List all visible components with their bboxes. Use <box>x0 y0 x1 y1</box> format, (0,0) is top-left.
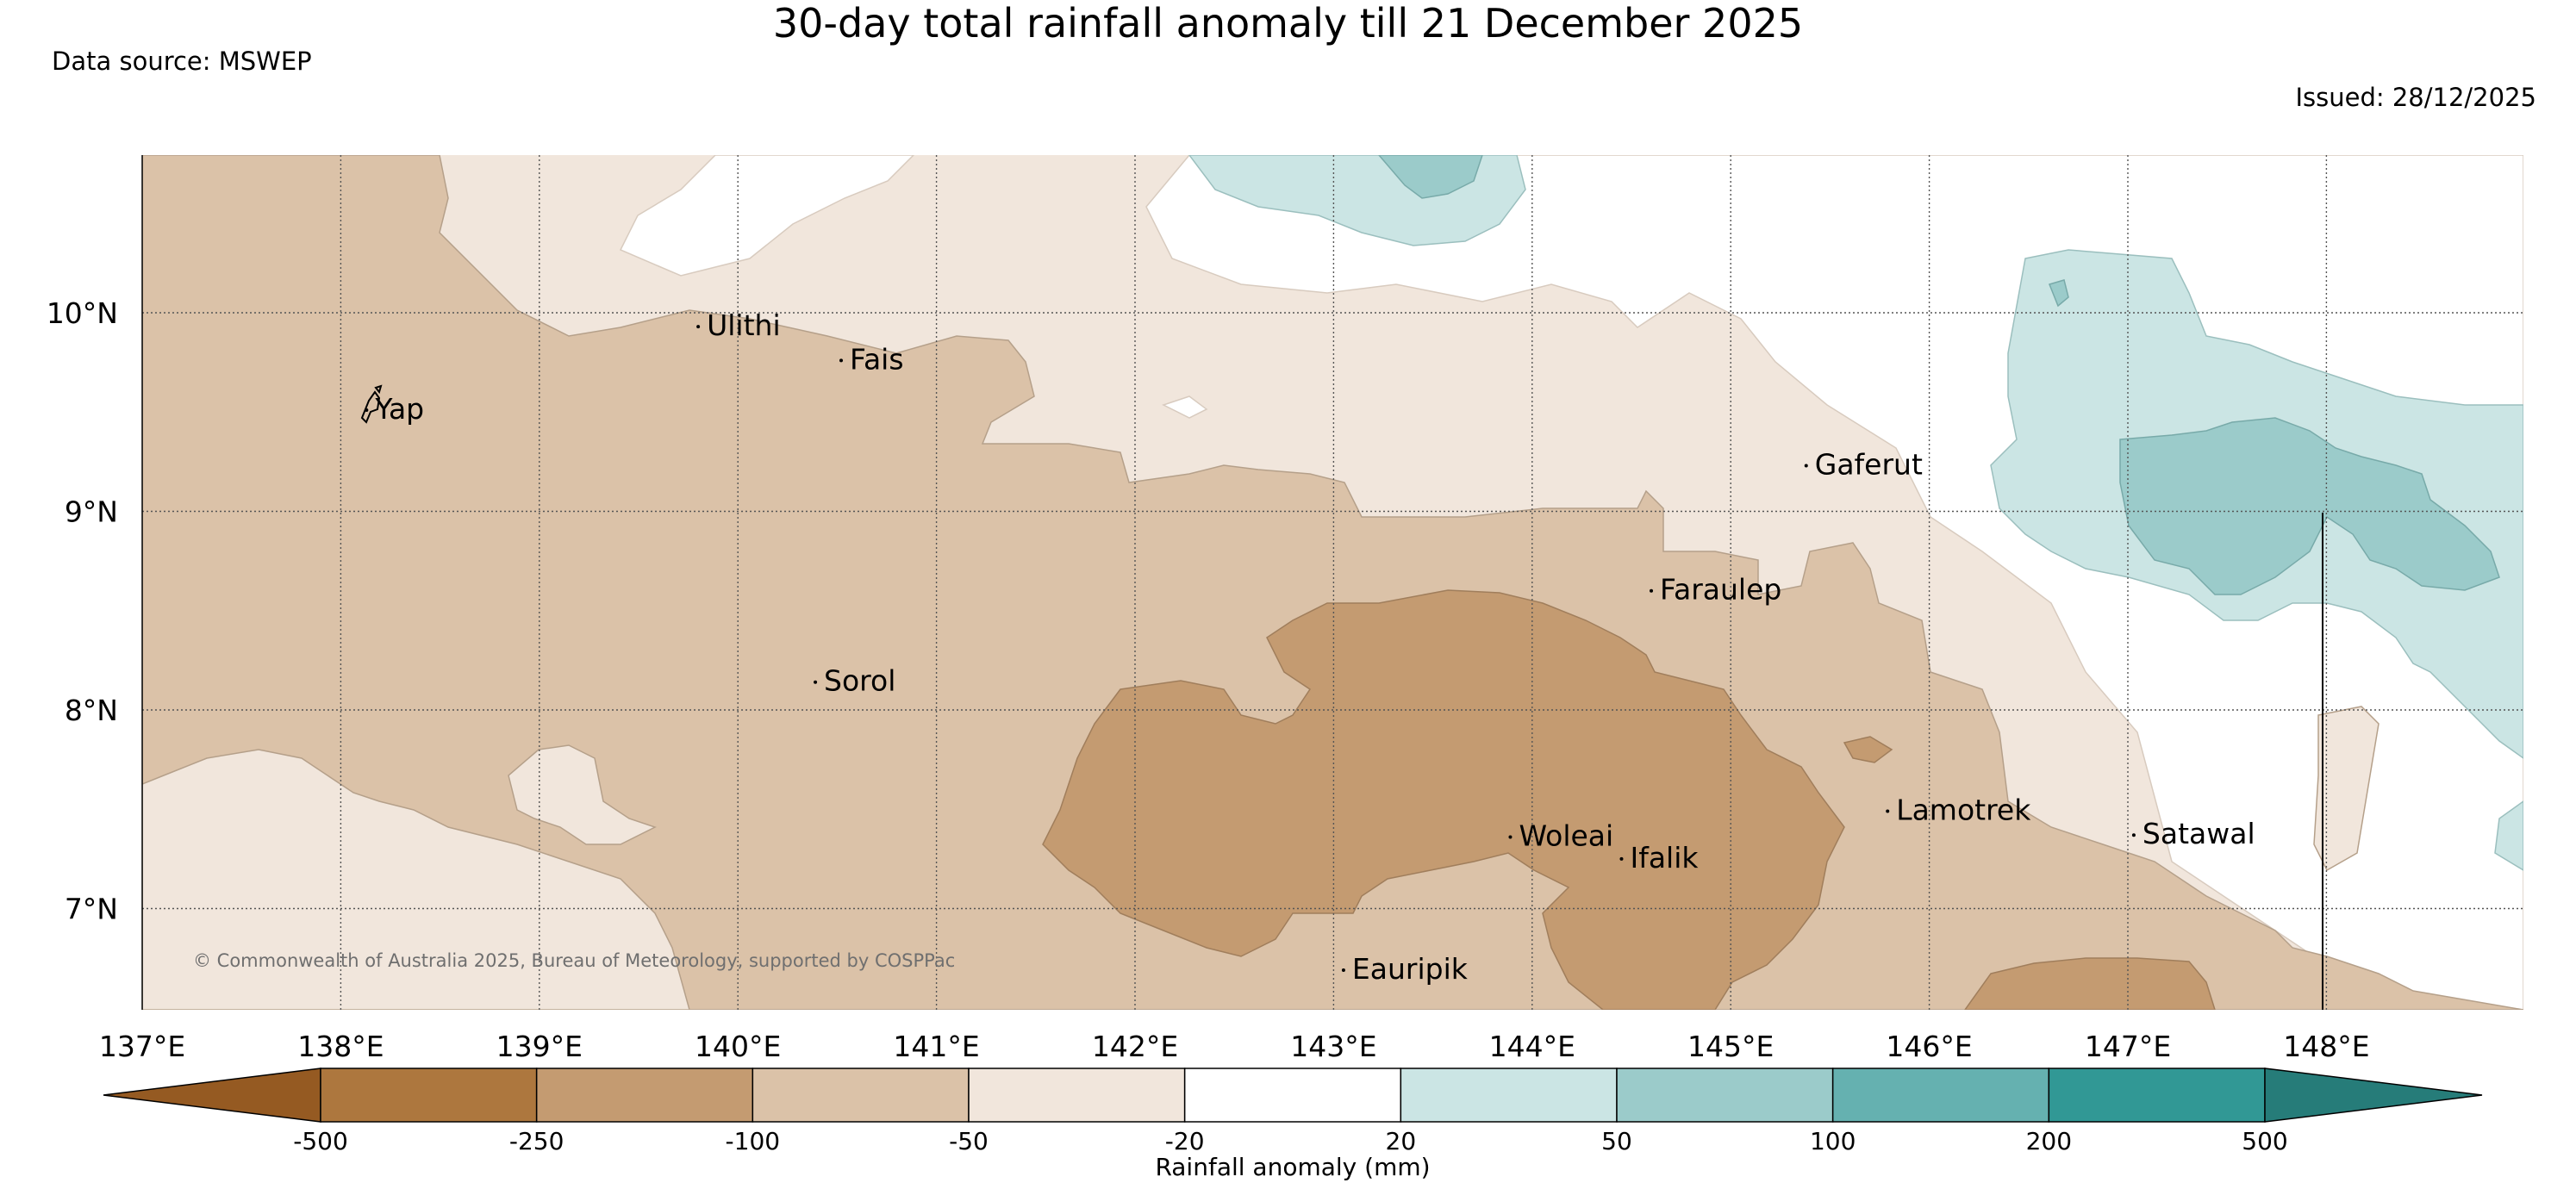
longitude-tick-label: 141°E <box>893 1030 979 1063</box>
place-marker <box>814 680 818 684</box>
longitude-tick-label: 146°E <box>1886 1030 1972 1063</box>
anomaly-field-dark-brown <box>1964 957 2216 1010</box>
place-marker <box>365 408 369 412</box>
longitude-tick-label: 147°E <box>2085 1030 2171 1063</box>
colorbar-tick-label: 200 <box>2026 1127 2072 1155</box>
place-satawal: Satawal <box>2131 817 2255 850</box>
anomaly-field-light-brown <box>508 744 657 845</box>
latitude-tick-labels: 10°N 9°N 8°N 7°N <box>47 296 118 926</box>
colorbar-label: Rainfall anomaly (mm) <box>1155 1153 1430 1181</box>
colorbar-extend-low <box>103 1068 321 1123</box>
colorbar-bin <box>1831 1068 2050 1123</box>
longitude-tick-label: 137°E <box>99 1030 185 1063</box>
place-label: Ifalik <box>1630 841 1699 875</box>
latitude-tick-label: 7°N <box>65 893 118 926</box>
colorbar-extend-high <box>2264 1068 2483 1123</box>
place-label: Eauripik <box>1352 952 1469 986</box>
colorbar-tick-label: -250 <box>509 1127 564 1155</box>
place-label: Lamotrek <box>1896 794 2031 827</box>
anomaly-fields <box>142 155 2523 1010</box>
place-faraulep: Faraulep <box>1650 573 1781 607</box>
copyright-notice: © Commonwealth of Australia 2025, Bureau… <box>193 950 955 971</box>
colorbar-tick-label: -20 <box>1165 1127 1205 1155</box>
place-marker <box>1804 464 1808 468</box>
place-labels: Ulithi Fais Yap Gaferut Faraulep Sorol Woleai I… <box>365 308 2255 986</box>
place-marker <box>696 325 701 329</box>
colorbar-tick-label: -500 <box>293 1127 348 1155</box>
anomaly-field-light-brown <box>142 749 690 1010</box>
longitude-tick-label: 145°E <box>1687 1030 1774 1063</box>
anomaly-field-dark-brown <box>1042 589 1845 1010</box>
colorbar-tick-label: 100 <box>1810 1127 1856 1155</box>
place-woleai: Woleai <box>1508 819 1613 853</box>
place-ulithi: Ulithi <box>696 308 781 342</box>
longitude-tick-label: 142°E <box>1092 1030 1178 1063</box>
place-label: Gaferut <box>1815 447 1923 481</box>
anomaly-field-neutral <box>1162 395 1208 419</box>
colorbar-bin <box>1183 1068 1402 1123</box>
place-ifalik: Ifalik <box>1619 841 1699 875</box>
place-marker <box>1650 588 1654 593</box>
colorbar-bin <box>1616 1068 1834 1123</box>
colorbar-bin <box>968 1068 1186 1123</box>
colorbar: -500 -250 -100 -50 -20 20 50 100 200 500 <box>103 1068 2483 1155</box>
place-marker <box>1341 968 1345 972</box>
colorbar-tick-label: 50 <box>1601 1127 1632 1155</box>
place-label: Faraulep <box>1660 573 1781 607</box>
place-lamotrek: Lamotrek <box>1886 794 2031 827</box>
longitude-tick-label: 148°E <box>2283 1030 2369 1063</box>
place-marker <box>2131 833 2136 837</box>
map-gridlines <box>142 155 2523 1010</box>
place-sorol: Sorol <box>814 664 895 698</box>
data-source-label: Data source: MSWEP <box>52 47 312 76</box>
anomaly-field-neutral <box>619 155 915 277</box>
longitude-tick-label: 139°E <box>496 1030 583 1063</box>
place-marker <box>1619 856 1624 861</box>
anomaly-field-light-teal <box>2494 800 2523 871</box>
colorbar-bin <box>320 1068 538 1123</box>
anomaly-field-medium-teal <box>2048 279 2069 308</box>
latitude-tick-label: 8°N <box>65 694 118 727</box>
latitude-tick-label: 10°N <box>47 296 118 330</box>
anomaly-field-medium-teal <box>1378 155 1483 199</box>
anomaly-field-medium-teal <box>2119 417 2500 595</box>
place-label: Ulithi <box>707 308 781 342</box>
colorbar-bin <box>535 1068 754 1123</box>
place-marker <box>1886 809 1890 813</box>
anomaly-field-light-brown <box>2313 706 2380 872</box>
longitude-tick-label: 138°E <box>297 1030 384 1063</box>
place-label: Woleai <box>1519 819 1613 853</box>
map-title: 30-day total rainfall anomaly till 21 De… <box>772 0 1804 47</box>
place-label: Sorol <box>824 664 895 698</box>
place-fais: Fais <box>839 342 904 376</box>
longitude-tick-labels: 137°E 138°E 139°E 140°E 141°E 142°E 143°E 144°E… <box>99 1030 2370 1063</box>
colorbar-bin <box>1400 1068 1618 1123</box>
colorbar-bin <box>752 1068 970 1123</box>
longitude-tick-label: 140°E <box>695 1030 781 1063</box>
anomaly-field-dark-brown <box>1843 736 1893 763</box>
place-gaferut: Gaferut <box>1804 447 1923 481</box>
place-marker <box>839 358 844 363</box>
issued-date-label: Issued: 28/12/2025 <box>2295 83 2536 112</box>
place-label: Yap <box>374 392 424 426</box>
place-label: Fais <box>850 342 904 376</box>
longitude-tick-label: 143°E <box>1290 1030 1376 1063</box>
colorbar-bin <box>2048 1068 2266 1123</box>
place-eauripik: Eauripik <box>1341 952 1469 986</box>
colorbar-tick-label: -50 <box>949 1127 989 1155</box>
latitude-tick-label: 9°N <box>65 495 118 529</box>
colorbar-tick-label: 20 <box>1386 1127 1417 1155</box>
place-label: Satawal <box>2143 817 2255 850</box>
place-marker <box>1508 835 1513 839</box>
yap-island-outline <box>360 384 383 424</box>
anomaly-field-medium-brown <box>142 155 2523 1010</box>
colorbar-tick-label: 500 <box>2242 1127 2287 1155</box>
longitude-tick-label: 144°E <box>1489 1030 1575 1063</box>
colorbar-tick-label: -100 <box>726 1127 781 1155</box>
place-yap: Yap <box>365 392 424 426</box>
